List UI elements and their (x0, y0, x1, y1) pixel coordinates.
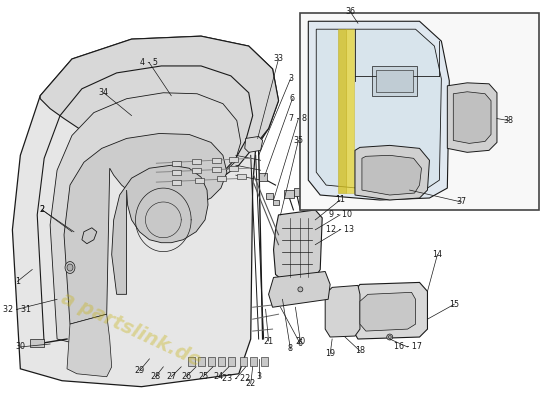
Bar (172, 170, 181, 175)
Polygon shape (362, 155, 421, 195)
Text: a partslink.de: a partslink.de (58, 288, 205, 370)
Text: 11: 11 (335, 196, 345, 204)
Text: 27: 27 (166, 372, 177, 381)
Ellipse shape (67, 264, 73, 271)
Text: 34: 34 (99, 88, 109, 97)
Bar (218, 357, 225, 366)
Bar (212, 158, 221, 163)
Text: 28: 28 (150, 372, 161, 381)
Polygon shape (325, 285, 360, 337)
Bar (346, 29, 354, 193)
Text: 6: 6 (290, 94, 295, 103)
Text: 26: 26 (181, 372, 191, 381)
Text: 16 - 17: 16 - 17 (394, 342, 422, 352)
Text: 38: 38 (504, 116, 514, 125)
Text: 18: 18 (355, 346, 365, 356)
Bar (376, 70, 412, 92)
Text: 3: 3 (288, 74, 293, 83)
Text: 14: 14 (432, 250, 442, 259)
Text: 2: 2 (40, 206, 45, 214)
Ellipse shape (65, 262, 75, 274)
Bar (188, 357, 195, 366)
Bar (240, 357, 247, 366)
Bar (172, 161, 181, 166)
Bar (195, 178, 204, 183)
Text: 21: 21 (263, 336, 274, 346)
Polygon shape (453, 92, 491, 143)
Bar (198, 357, 205, 366)
Polygon shape (316, 29, 441, 190)
Polygon shape (360, 292, 416, 331)
Polygon shape (50, 93, 241, 349)
Polygon shape (352, 282, 427, 339)
Bar (172, 180, 181, 185)
Polygon shape (355, 145, 430, 200)
Text: 6: 6 (298, 340, 303, 348)
Text: 20: 20 (295, 336, 305, 346)
Bar (229, 166, 238, 171)
Bar (338, 29, 346, 193)
Text: 33: 33 (273, 54, 283, 64)
Polygon shape (64, 134, 227, 324)
Polygon shape (112, 165, 208, 294)
Text: 24: 24 (214, 372, 224, 381)
Bar (294, 188, 304, 196)
Bar (284, 190, 294, 198)
Text: 29: 29 (134, 366, 145, 375)
Text: 1: 1 (15, 277, 20, 286)
Text: 3: 3 (256, 372, 261, 381)
Ellipse shape (387, 334, 393, 340)
Text: 7 - 8: 7 - 8 (289, 114, 307, 123)
Text: 19: 19 (325, 350, 335, 358)
Text: 30: 30 (15, 342, 25, 352)
Bar (273, 200, 278, 205)
Bar (372, 66, 416, 96)
Text: 36: 36 (345, 7, 355, 16)
Bar (208, 357, 215, 366)
Text: 12 - 13: 12 - 13 (326, 225, 354, 234)
Polygon shape (447, 83, 497, 152)
Bar (266, 193, 273, 199)
Text: 8: 8 (288, 344, 293, 354)
Bar (258, 173, 267, 181)
Text: 35: 35 (293, 136, 304, 145)
Bar (192, 159, 201, 164)
Text: 37: 37 (456, 198, 466, 206)
Ellipse shape (298, 287, 303, 292)
Bar (30, 339, 44, 347)
Ellipse shape (388, 336, 391, 338)
Bar (250, 357, 257, 366)
Text: 32 - 31: 32 - 31 (3, 305, 31, 314)
Bar (237, 174, 246, 179)
Text: 4 - 5: 4 - 5 (140, 58, 158, 68)
Text: 22: 22 (246, 379, 256, 388)
Polygon shape (268, 272, 330, 307)
Text: 2: 2 (40, 206, 45, 214)
Bar (217, 176, 226, 181)
Text: 23 - 22: 23 - 22 (222, 374, 250, 383)
Text: 9 - 10: 9 - 10 (328, 210, 351, 219)
Polygon shape (40, 36, 278, 185)
Polygon shape (67, 314, 112, 377)
Polygon shape (309, 21, 449, 200)
Bar (192, 168, 201, 173)
Bar (212, 167, 221, 172)
Polygon shape (82, 228, 97, 244)
Polygon shape (245, 136, 263, 152)
Polygon shape (13, 36, 278, 387)
Text: 15: 15 (449, 300, 459, 309)
Bar (228, 357, 235, 366)
Text: 25: 25 (198, 372, 208, 381)
Polygon shape (273, 210, 322, 284)
Bar (229, 157, 238, 162)
Bar (261, 357, 268, 366)
Bar (300, 13, 538, 210)
